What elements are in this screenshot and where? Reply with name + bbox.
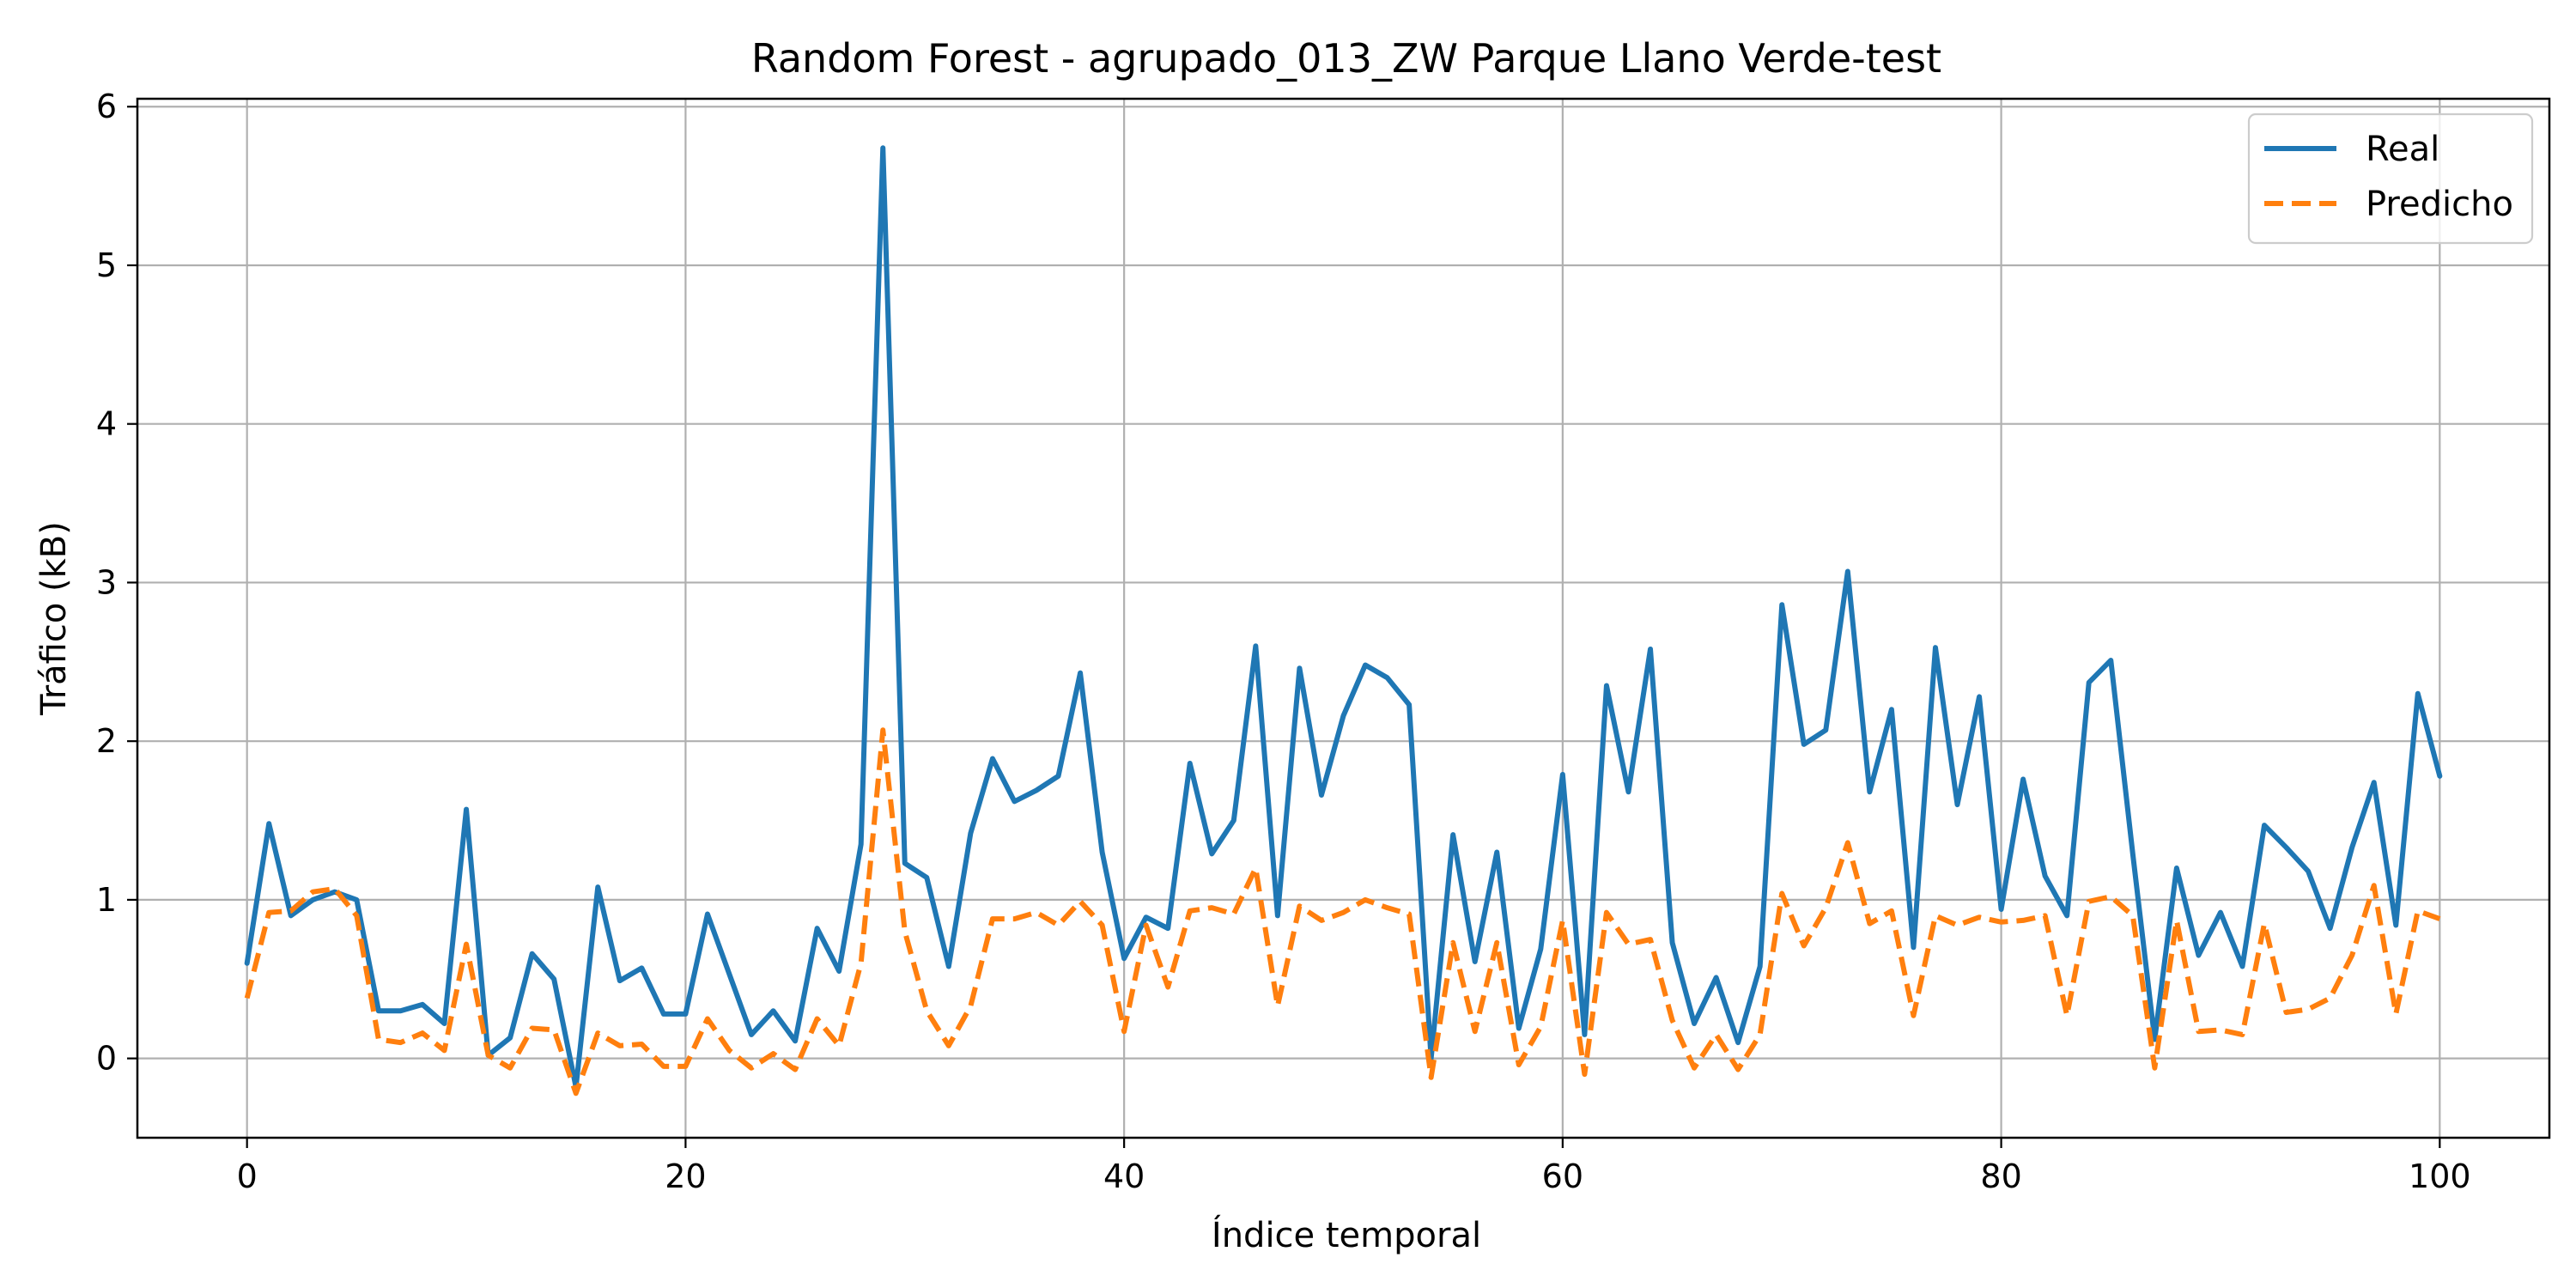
plot-frame	[136, 97, 2551, 1139]
x-tick-label: 60	[1542, 1157, 1583, 1195]
plot-series	[244, 145, 2443, 1097]
y-tick-label: 3	[96, 563, 117, 601]
x-tick-label: 20	[665, 1157, 706, 1195]
x-tick-label: 80	[1980, 1157, 2021, 1195]
x-tick-label: 0	[237, 1157, 258, 1195]
y-tick-label: 5	[96, 246, 117, 284]
y-tick-label: 1	[96, 881, 117, 919]
y-tick-label: 4	[96, 405, 117, 443]
y-tick-label: 2	[96, 722, 117, 760]
y-tick-label: 6	[96, 88, 117, 125]
y-tick-label: 0	[96, 1040, 117, 1078]
y-axis-title: Tráfico (kB)	[34, 521, 74, 716]
legend-label-real: Real	[2366, 130, 2439, 169]
grid-lines	[137, 99, 2549, 1138]
series-line-predicho	[244, 727, 2441, 1097]
legend: Real Predicho	[2247, 112, 2534, 245]
axis-ticks: 0 20 40 60 80 100 0 1 2 3 4 5 6	[96, 88, 2471, 1195]
x-axis-title: Índice temporal	[1212, 1214, 1481, 1255]
legend-label-predicho: Predicho	[2366, 185, 2513, 224]
series-line-real	[244, 145, 2443, 1090]
x-tick-label: 40	[1103, 1157, 1145, 1195]
chart-title: Random Forest - agrupado_013_ZW Parque L…	[751, 35, 1941, 82]
x-tick-label: 100	[2409, 1157, 2471, 1195]
